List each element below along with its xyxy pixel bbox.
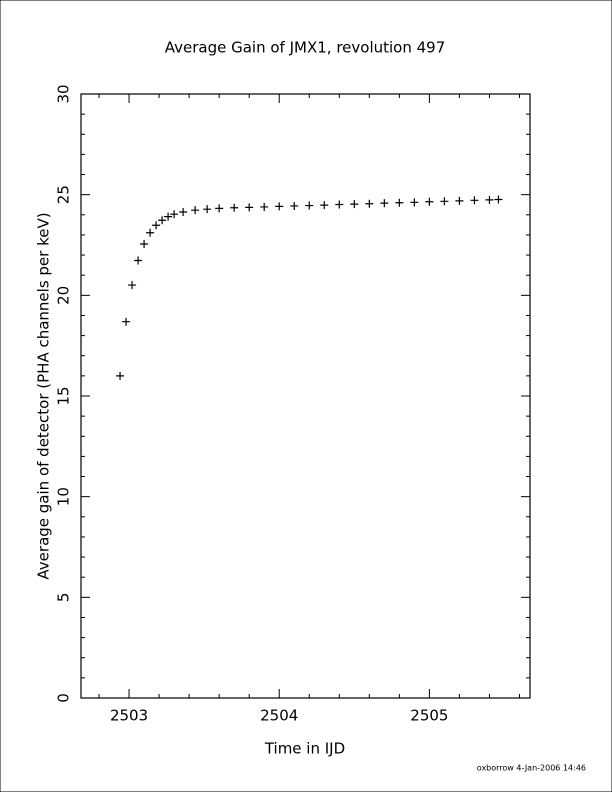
y-tick-label: 15 — [55, 386, 73, 405]
data-point — [128, 281, 137, 290]
data-point — [275, 202, 284, 211]
y-tick-label: 10 — [55, 487, 73, 506]
data-point — [179, 207, 188, 216]
data-point — [158, 216, 167, 225]
data-point — [305, 201, 314, 210]
data-point — [152, 221, 161, 230]
data-point — [215, 204, 224, 213]
data-point — [170, 210, 179, 219]
data-point — [230, 203, 239, 212]
data-point — [440, 197, 449, 206]
data-point — [122, 317, 131, 326]
y-tick-label: 0 — [55, 693, 73, 703]
data-point — [146, 228, 155, 237]
chart-title: Average Gain of JMX1, revolution 497 — [165, 39, 446, 57]
x-tick-label: 2503 — [110, 707, 148, 725]
data-point — [380, 199, 389, 208]
data-point — [494, 195, 503, 204]
data-point — [425, 197, 434, 206]
y-tick-label: 25 — [55, 185, 73, 204]
footer: oxborrow 4-Jan-2006 14:46 — [477, 764, 586, 773]
x-tick-label: 2505 — [410, 707, 448, 725]
x-axis-label: Time in IJD — [264, 740, 345, 758]
y-axis-label: Average gain of detector (PHA channels p… — [35, 212, 53, 579]
y-tick-label: 30 — [55, 84, 73, 103]
data-point — [470, 196, 479, 205]
data-point — [365, 199, 374, 208]
data-point — [134, 256, 143, 265]
data-point — [410, 198, 419, 207]
data-point — [485, 195, 494, 204]
data-point — [140, 239, 149, 248]
data-point — [191, 206, 200, 215]
y-tick-label: 5 — [55, 593, 73, 603]
data-point — [395, 198, 404, 207]
data-point — [164, 212, 173, 221]
data-point — [116, 371, 125, 380]
data-point — [203, 205, 212, 214]
data-point — [335, 200, 344, 209]
data-point — [350, 200, 359, 209]
data-point — [320, 201, 329, 210]
x-tick-label: 2504 — [260, 707, 298, 725]
data-point — [455, 196, 464, 205]
data-point — [260, 202, 269, 211]
y-tick-label: 20 — [55, 286, 73, 305]
data-point — [290, 201, 299, 210]
data-point — [245, 203, 254, 212]
